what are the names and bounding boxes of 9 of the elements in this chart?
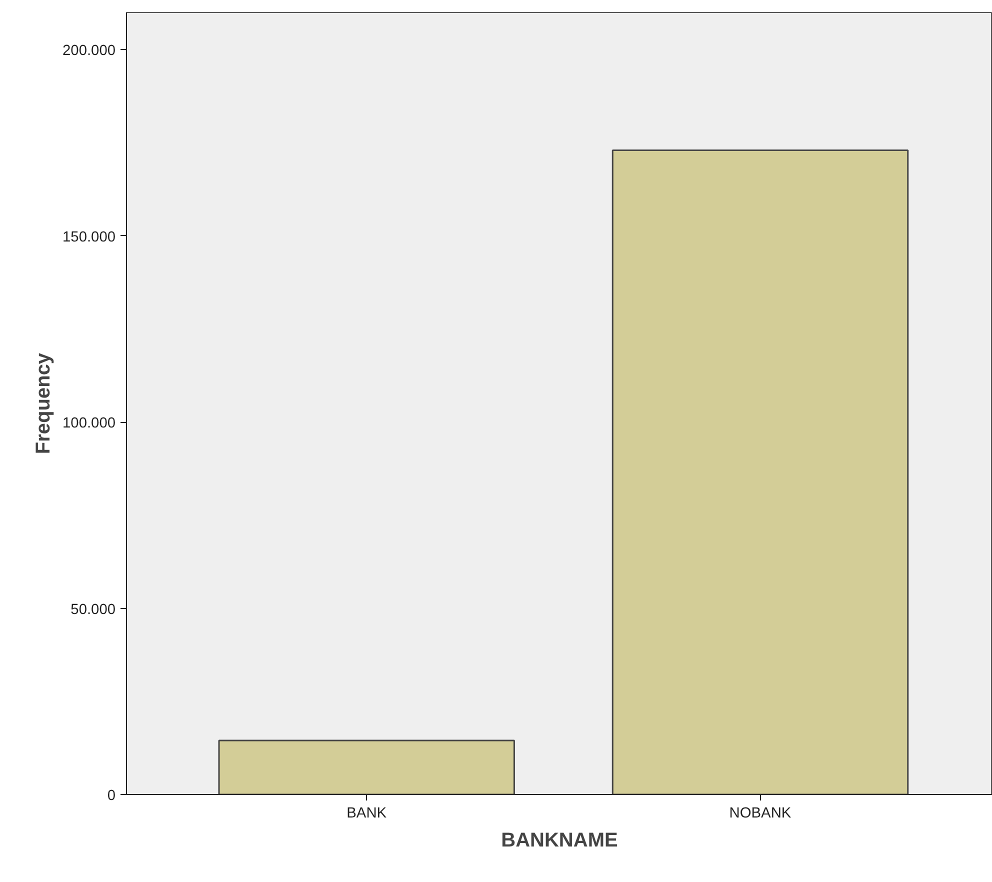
y-tick-label: 200.000 — [62, 43, 116, 60]
y-tick-label: 50.000 — [70, 602, 116, 618]
y-tick-label: 150.000 — [62, 229, 116, 246]
x-axis-title: BANKNAME — [501, 830, 618, 852]
x-tick-label: NOBANK — [729, 806, 792, 822]
x-tick-label: BANK — [346, 806, 387, 822]
y-tick-label: 100.000 — [62, 416, 116, 432]
y-tick-label: 0 — [107, 788, 116, 804]
y-axis-title: Frequency — [32, 352, 55, 454]
